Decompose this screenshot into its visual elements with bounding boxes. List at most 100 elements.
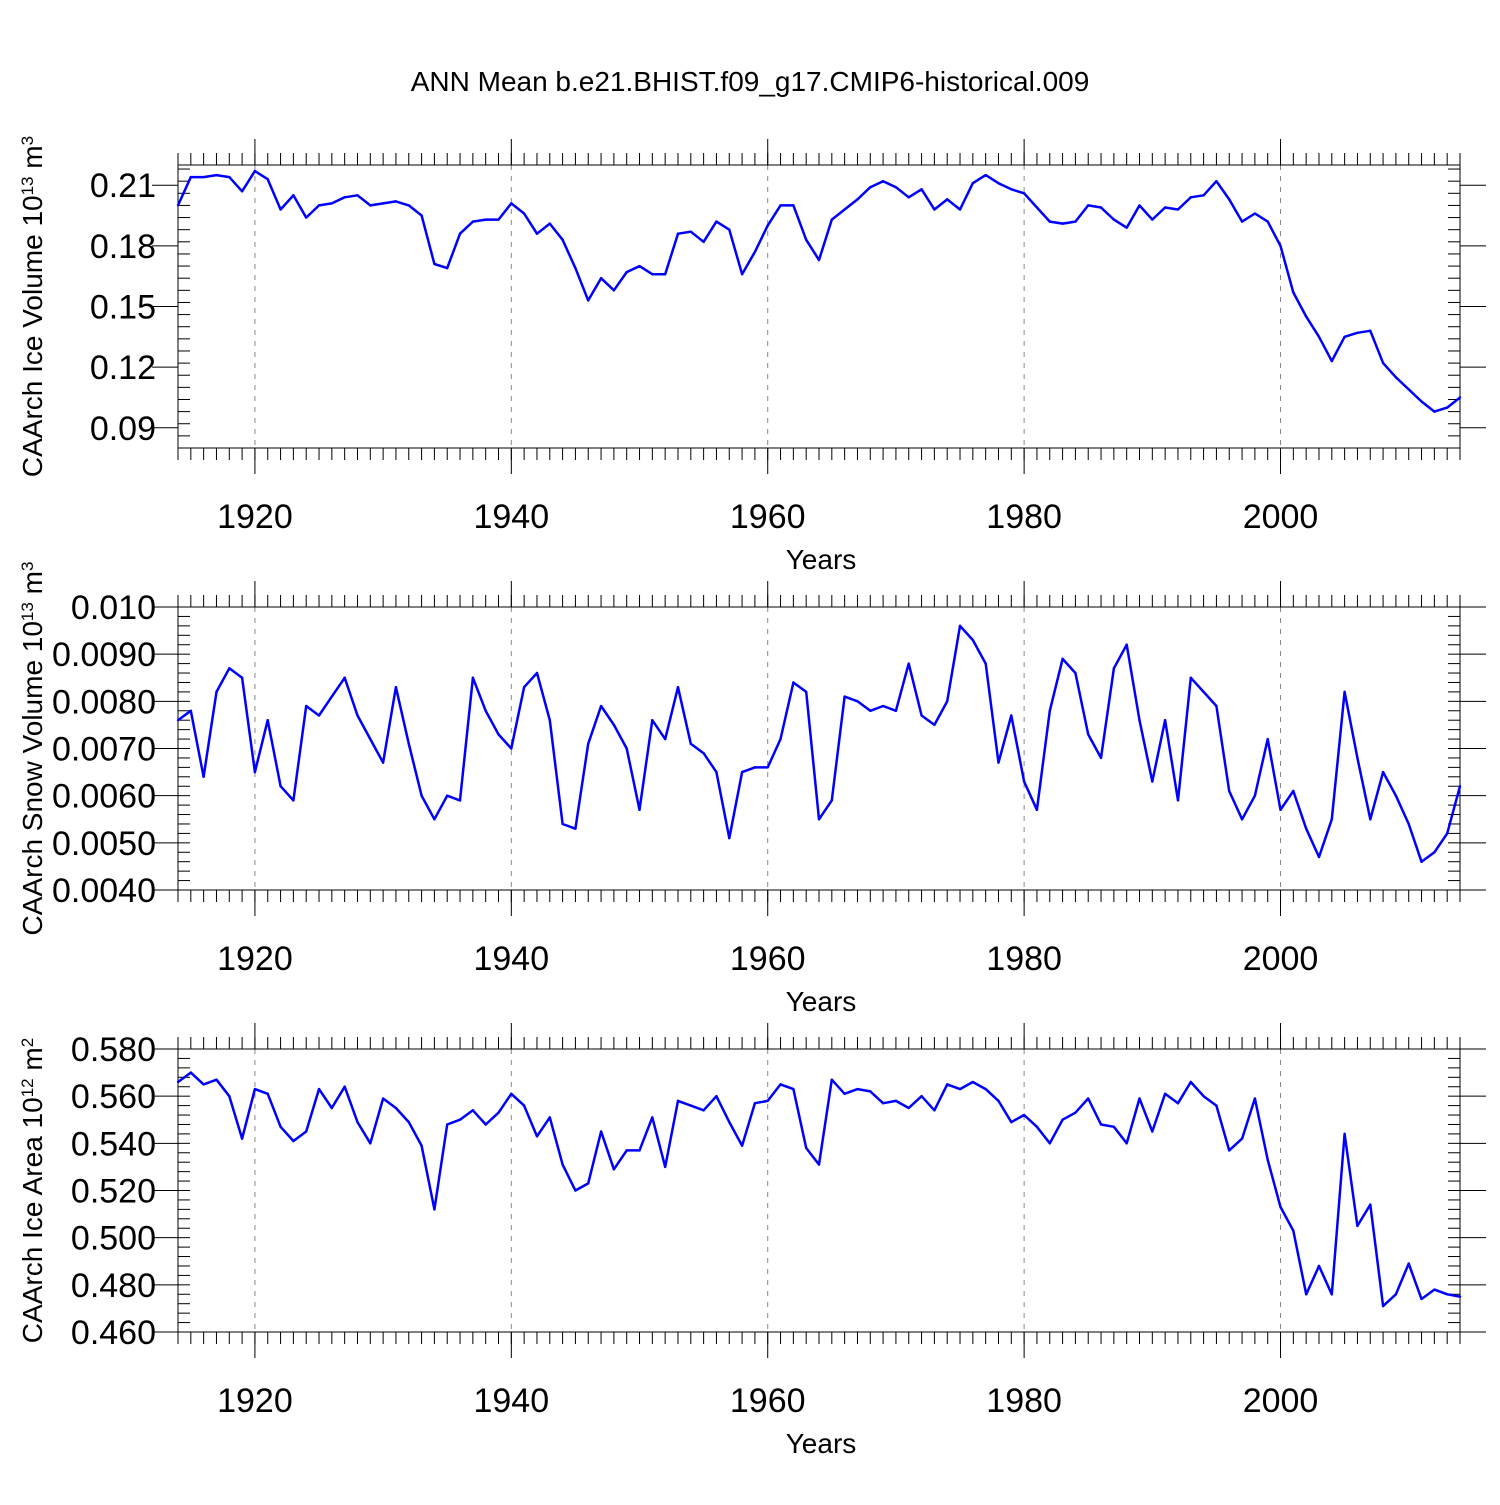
data-point	[740, 770, 744, 774]
data-point	[984, 1087, 987, 1091]
data-point	[1151, 218, 1154, 221]
data-point	[715, 1094, 718, 1098]
y-tick-label: 0.12	[90, 349, 156, 387]
data-point	[599, 1130, 603, 1133]
data-point	[266, 719, 269, 722]
x-tick-label: 2000	[1243, 1382, 1319, 1420]
data-point	[638, 808, 641, 812]
data-point	[1420, 860, 1423, 863]
data-point	[394, 685, 398, 689]
data-point	[753, 1102, 757, 1105]
data-point	[792, 681, 795, 684]
data-point	[612, 289, 616, 292]
data-point	[1228, 789, 1231, 793]
data-point	[856, 198, 859, 201]
data-point	[740, 1144, 744, 1147]
data-point	[1407, 388, 1410, 391]
data-point	[574, 1189, 577, 1192]
data-point	[625, 747, 628, 750]
data-point	[176, 1080, 180, 1084]
data-point	[561, 1163, 564, 1166]
data-point	[215, 690, 218, 694]
data-point	[638, 264, 641, 268]
data-point	[1099, 206, 1103, 209]
x-tick-label: 2000	[1243, 498, 1319, 536]
x-tick-label: 1940	[473, 498, 549, 536]
data-point	[1087, 1097, 1090, 1100]
data-point	[1407, 822, 1410, 826]
data-point	[1074, 220, 1077, 223]
y-tick-label: 0.0080	[52, 683, 156, 721]
data-point	[587, 299, 590, 302]
data-point	[651, 1116, 654, 1119]
data-point	[1394, 1293, 1398, 1296]
data-point	[1022, 1113, 1026, 1117]
data-point	[279, 785, 282, 788]
y-tick-label: 0.540	[71, 1125, 156, 1163]
data-point	[1433, 410, 1436, 413]
data-point	[894, 1099, 898, 1103]
data-point	[715, 220, 718, 223]
data-point	[663, 737, 667, 741]
data-point	[394, 1106, 398, 1110]
data-point	[1112, 667, 1116, 670]
data-point	[946, 198, 949, 201]
data-point	[817, 1163, 821, 1166]
data-point	[715, 770, 718, 774]
data-point	[317, 714, 321, 717]
data-point	[253, 770, 257, 774]
data-point	[1125, 643, 1128, 646]
y-tick-label: 0.500	[71, 1220, 156, 1258]
data-point	[1266, 1158, 1269, 1162]
data-point	[548, 1116, 551, 1119]
data-point	[228, 175, 231, 179]
y-tick-label: 0.0060	[52, 778, 156, 816]
data-point	[663, 272, 667, 276]
data-point	[1189, 1080, 1192, 1084]
data-point	[1240, 220, 1244, 223]
data-point	[484, 1123, 487, 1126]
data-point	[497, 733, 500, 736]
x-tick-label: 1980	[986, 940, 1062, 978]
chart-panel-2: 0.0040 0.0050 0.0060 0.0070 0.0080 0.0090 0.01…	[17, 562, 1486, 1017]
data-point	[1304, 315, 1308, 318]
data-point	[176, 719, 180, 722]
y-tick-label: 0.18	[90, 228, 156, 266]
data-point	[1112, 218, 1116, 221]
plot-frame	[177, 606, 1461, 891]
y-axis-title: CAArch Ice Volume 1013 m3	[17, 136, 48, 477]
data-point	[1458, 1295, 1462, 1298]
data-point	[1343, 690, 1346, 694]
data-point	[971, 1080, 975, 1084]
data-point	[343, 196, 346, 199]
data-point	[599, 277, 603, 280]
data-point	[1138, 1097, 1141, 1100]
data-point	[1394, 376, 1398, 379]
x-tick-label: 2000	[1243, 940, 1319, 978]
data-point	[1151, 780, 1154, 783]
plot-frame	[177, 164, 1461, 449]
data-point	[381, 1097, 385, 1100]
data-point	[1163, 719, 1167, 722]
data-point	[548, 222, 551, 225]
data-point	[1240, 1137, 1244, 1140]
data-point	[907, 196, 910, 199]
data-point	[433, 262, 436, 266]
data-point	[869, 186, 872, 189]
data-point	[612, 723, 616, 727]
data-point	[176, 204, 180, 207]
data-point	[484, 218, 487, 221]
data-point	[458, 232, 462, 235]
data-point	[343, 1085, 346, 1088]
x-tick-label: 1960	[730, 940, 806, 978]
data-point	[997, 761, 1000, 764]
data-point	[458, 1118, 462, 1121]
data-point	[958, 624, 962, 628]
data-point	[599, 704, 603, 708]
data-point	[843, 208, 846, 211]
data-point	[587, 742, 590, 745]
data-point	[907, 662, 910, 665]
x-tick-label: 1940	[473, 940, 549, 978]
data-point	[1343, 335, 1346, 339]
data-point	[702, 240, 705, 244]
